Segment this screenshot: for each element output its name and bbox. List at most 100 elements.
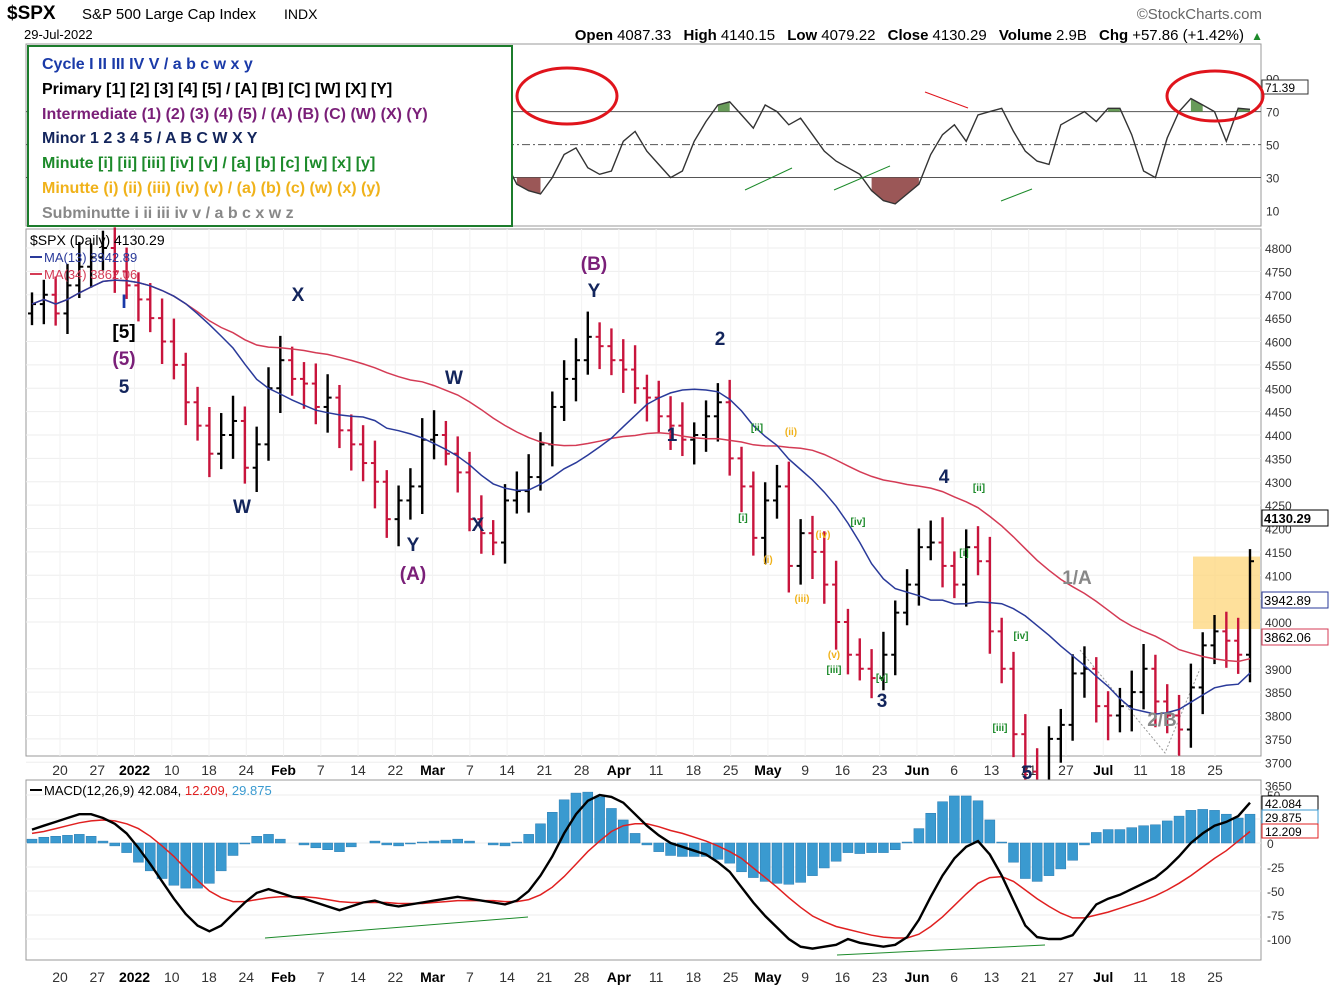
price-bar — [1246, 549, 1254, 683]
price-y-tick: 4400 — [1265, 429, 1292, 443]
price-bar — [252, 426, 261, 493]
price-bar — [914, 528, 923, 606]
chg-label: Chg — [1099, 27, 1128, 44]
wave-label: 4 — [939, 467, 950, 488]
price-x-tick: 7 — [317, 762, 325, 778]
macd-histogram-bar — [1150, 824, 1161, 844]
price-x-tick: 24 — [239, 762, 255, 778]
macd-histogram-bar — [795, 842, 806, 883]
macd-histogram-bar — [582, 791, 594, 844]
price-x-tick: 27 — [1058, 762, 1074, 778]
high-label: High — [684, 27, 717, 44]
macd-histogram-bar — [878, 842, 889, 853]
macd-x-tick: May — [754, 969, 781, 985]
wave-sublabel: [v] — [876, 673, 888, 684]
macd-histogram-bar — [275, 838, 286, 844]
price-y-tick: 4350 — [1265, 452, 1292, 466]
macd-histogram-bar — [535, 823, 546, 844]
price-bar — [843, 608, 852, 675]
price-bar — [974, 526, 983, 576]
macd-histogram-bar — [215, 842, 227, 872]
wave-label: (B) — [581, 254, 607, 275]
macd-legend-part: 12.209, — [185, 783, 232, 798]
wave-sublabel: (i) — [763, 555, 772, 566]
price-panel-frame — [25, 228, 1262, 757]
price-bar — [1092, 657, 1101, 723]
price-bar — [749, 471, 758, 556]
price-bar — [323, 374, 332, 433]
macd-histogram-bar — [1055, 842, 1067, 870]
price-bar — [441, 420, 450, 466]
wave-label: X — [292, 285, 305, 306]
macd-histogram-bar — [842, 842, 854, 853]
rsi-last-label: 71.39 — [1265, 81, 1295, 95]
macd-histogram-bar — [487, 842, 499, 846]
macd-histogram-bar — [97, 840, 109, 844]
price-bar — [489, 520, 498, 556]
price-x-tick: 7 — [466, 762, 474, 778]
macd-histogram-bar — [511, 841, 523, 844]
wave-label: X — [472, 515, 485, 536]
divergence-line — [744, 167, 793, 191]
price-bar — [1175, 694, 1184, 756]
macd-histogram-bar — [263, 834, 274, 844]
price-bar — [110, 227, 119, 293]
wave-sublabel: [ii] — [973, 483, 985, 494]
macd-histogram-bar — [428, 840, 440, 844]
macd-histogram-bar — [369, 840, 381, 844]
macd-histogram-bar — [1102, 829, 1114, 844]
price-y-tick: 4550 — [1265, 359, 1292, 373]
legend-minor: Minor 1 2 3 4 5 / A B C W X Y — [42, 130, 258, 148]
price-bar — [1186, 663, 1195, 748]
macd-histogram-bar — [901, 841, 913, 844]
price-bar — [595, 322, 604, 370]
macd-x-tick: 27 — [89, 969, 105, 985]
price-bar — [524, 454, 533, 513]
macd-histogram-bar — [464, 840, 475, 844]
highlight-ellipse — [1165, 69, 1265, 123]
macd-histogram-bar — [641, 842, 653, 846]
wave-sublabel: (iii) — [795, 594, 810, 605]
macd-last-label: 42.084 — [1265, 797, 1302, 811]
macd-histogram-bar — [558, 799, 570, 844]
price-x-tick: 11 — [649, 762, 664, 778]
macd-histogram-bar — [523, 834, 534, 844]
macd-histogram-bar — [819, 842, 830, 869]
price-bar — [299, 362, 308, 409]
wave-sublabel: (ii) — [785, 427, 797, 438]
macd-histogram-bar — [759, 842, 771, 882]
macd-y-tick: -75 — [1267, 909, 1285, 923]
macd-histogram-bar — [239, 842, 251, 845]
wave-sublabel: [i] — [959, 548, 968, 559]
macd-histogram-bar — [984, 819, 996, 844]
wave-label: 1 — [667, 425, 678, 446]
wave-label: Y — [407, 535, 420, 556]
wave-sublabel: [iii] — [993, 723, 1008, 734]
macd-histogram-bar — [393, 842, 404, 847]
macd-panel-frame — [25, 779, 1262, 961]
wave-sublabel: [iv] — [1014, 631, 1029, 642]
chg-arrow-icon: ▲ — [1251, 29, 1263, 43]
wave-label: W — [233, 497, 251, 518]
macd-x-tick: 21 — [537, 969, 553, 985]
macd-histogram-bar — [74, 834, 85, 844]
price-bar — [370, 440, 379, 509]
price-x-tick: 11 — [1133, 762, 1148, 778]
price-bar — [311, 363, 320, 425]
macd-histogram-bar — [381, 842, 393, 846]
macd-histogram-bar — [629, 833, 641, 844]
price-x-tick: 20 — [52, 762, 68, 778]
ma13-line — [31, 279, 1251, 715]
low-label: Low — [787, 27, 817, 44]
open-label: Open — [575, 27, 613, 44]
price-bar — [1009, 651, 1018, 758]
price-y-tick: 4650 — [1265, 312, 1292, 326]
macd-histogram-bar — [1091, 832, 1102, 844]
macd-x-tick: Jul — [1093, 969, 1113, 985]
macd-x-tick: 16 — [835, 969, 851, 985]
macd-histogram-bar — [405, 842, 416, 845]
price-x-tick: Jun — [904, 762, 929, 778]
index-name: S&P 500 Large Cap Index — [82, 6, 257, 23]
price-x-tick: May — [754, 762, 781, 778]
volume-label: Volume — [999, 27, 1052, 44]
